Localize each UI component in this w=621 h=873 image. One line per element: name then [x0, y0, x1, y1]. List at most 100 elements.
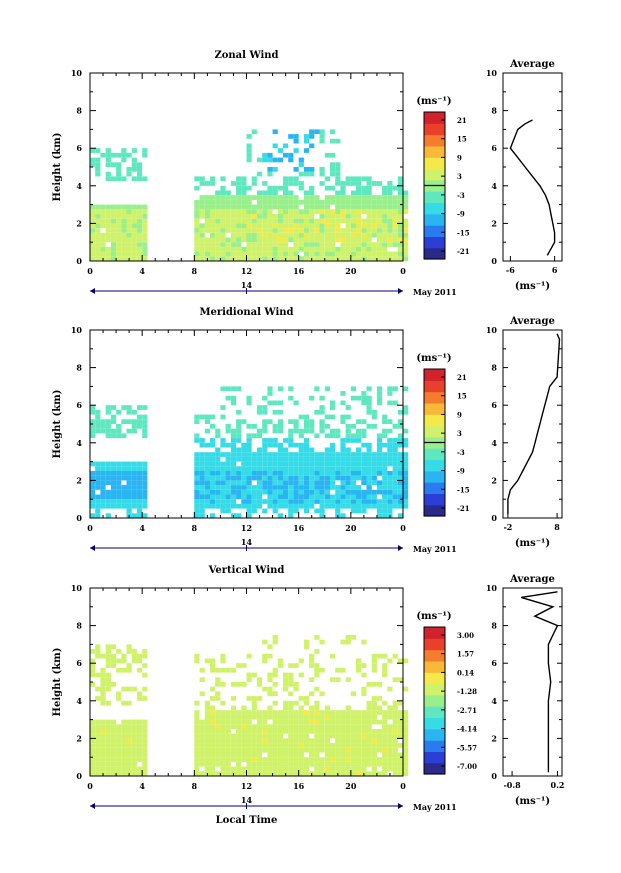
heatmap-cell [397, 475, 403, 481]
heatmap-cell [116, 204, 122, 210]
heatmap-cell [262, 686, 268, 692]
heatmap-cell [267, 494, 273, 500]
heatmap-cell [204, 705, 210, 711]
heatmap-cell [136, 214, 143, 219]
heatmap-cell [204, 214, 210, 219]
heatmap-cell [335, 752, 341, 758]
heatmap-cell [314, 409, 320, 415]
heatmap-cell [283, 195, 289, 200]
heatmap-cell [403, 242, 409, 247]
heatmap-cell [241, 256, 247, 261]
heatmap-cell [272, 752, 278, 758]
heatmap-cell [298, 738, 304, 744]
heatmap-cell [330, 710, 336, 715]
heatmap-cell [361, 738, 367, 744]
heatmap-cell [382, 480, 388, 486]
colorbar-swatch [424, 145, 445, 158]
heatmap-cell [272, 438, 278, 443]
heatmap-cell [283, 466, 289, 471]
heatmap-cell [335, 766, 341, 772]
heatmap-cell [345, 209, 351, 214]
heatmap-cell [210, 199, 216, 205]
heatmap-cell [95, 237, 101, 243]
heatmap-cell [324, 766, 330, 772]
heatmap-cell [105, 724, 111, 729]
y-tick-label: 10 [71, 68, 83, 78]
colorbar-swatch [424, 470, 445, 483]
heatmap-cell [241, 705, 247, 711]
heatmap-cell [251, 485, 257, 490]
heatmap-cell [142, 743, 148, 748]
heatmap-cell [251, 494, 257, 500]
day-axis-arrow-right [398, 288, 403, 294]
heatmap-cell [361, 494, 367, 500]
heatmap-cell [204, 414, 210, 420]
heatmap-cell [356, 757, 362, 762]
heatmap-cell [277, 218, 283, 224]
heatmap-cell [262, 747, 268, 753]
heatmap-cell [392, 456, 398, 462]
profile-x-tick-label: 0.2 [551, 780, 565, 790]
heatmap-cell [397, 452, 403, 457]
heatmap-cell [277, 489, 283, 495]
heatmap-cell [356, 214, 362, 219]
heatmap-cell [220, 738, 226, 744]
heatmap-cell [392, 214, 398, 219]
heatmap-cell [267, 761, 273, 767]
heatmap-cell [142, 237, 148, 243]
heatmap-cell [382, 433, 388, 439]
heatmap-cell [225, 428, 231, 434]
heatmap-cell [215, 204, 221, 210]
heatmap-cell [345, 635, 351, 640]
heatmap-cell [246, 157, 252, 163]
heatmap-cell [330, 653, 336, 659]
heatmap-cell [366, 204, 372, 210]
heatmap-cell [345, 256, 351, 261]
profile-title: Average [509, 316, 555, 327]
heatmap-cell [110, 658, 117, 664]
heatmap-cell [403, 494, 409, 500]
heatmap-cell [246, 424, 252, 429]
heatmap-cell [356, 209, 362, 214]
heatmap-cell [361, 719, 367, 725]
heatmap-cell [116, 766, 122, 772]
heatmap-cell [272, 494, 278, 500]
heatmap-cell [392, 251, 398, 257]
heatmap-cell [293, 733, 299, 739]
heatmap-cell [392, 228, 398, 233]
heatmap-cell [246, 218, 252, 224]
heatmap-cell [309, 658, 315, 664]
heatmap-cell [356, 204, 362, 210]
heatmap-cell [303, 442, 310, 448]
heatmap-cell [262, 232, 268, 238]
profile-x-tick-label: -0.8 [503, 780, 521, 790]
heatmap-cell [319, 494, 325, 500]
heatmap-cell [204, 456, 210, 462]
heatmap-cell [283, 246, 289, 252]
heatmap-cell [262, 489, 268, 495]
heatmap-cell [100, 766, 106, 772]
heatmap-cell [324, 228, 330, 233]
heatmap-cell [376, 256, 383, 261]
heatmap-cell [121, 503, 127, 509]
heatmap-cell [116, 761, 122, 767]
heatmap-cell [324, 475, 330, 481]
heatmap-cell [298, 232, 304, 238]
heatmap-cell [236, 757, 242, 762]
heatmap-cell [105, 686, 111, 692]
heatmap-cell [210, 237, 216, 243]
x-tick-label: 12 [241, 781, 252, 791]
heatmap-cell [340, 771, 346, 776]
heatmap-cell [100, 747, 106, 753]
heatmap-cell [371, 181, 377, 186]
colorbar-tick-label: 3 [457, 429, 462, 438]
heatmap-cell [142, 256, 148, 261]
heatmap-cell [356, 494, 362, 500]
heatmap-cell [267, 218, 273, 224]
heatmap-cell [298, 761, 304, 767]
heatmap-cell [371, 461, 377, 467]
heatmap-cell [387, 480, 393, 486]
heatmap-cell [110, 752, 117, 758]
heatmap-cell [345, 761, 351, 767]
heatmap-cell [397, 237, 403, 243]
